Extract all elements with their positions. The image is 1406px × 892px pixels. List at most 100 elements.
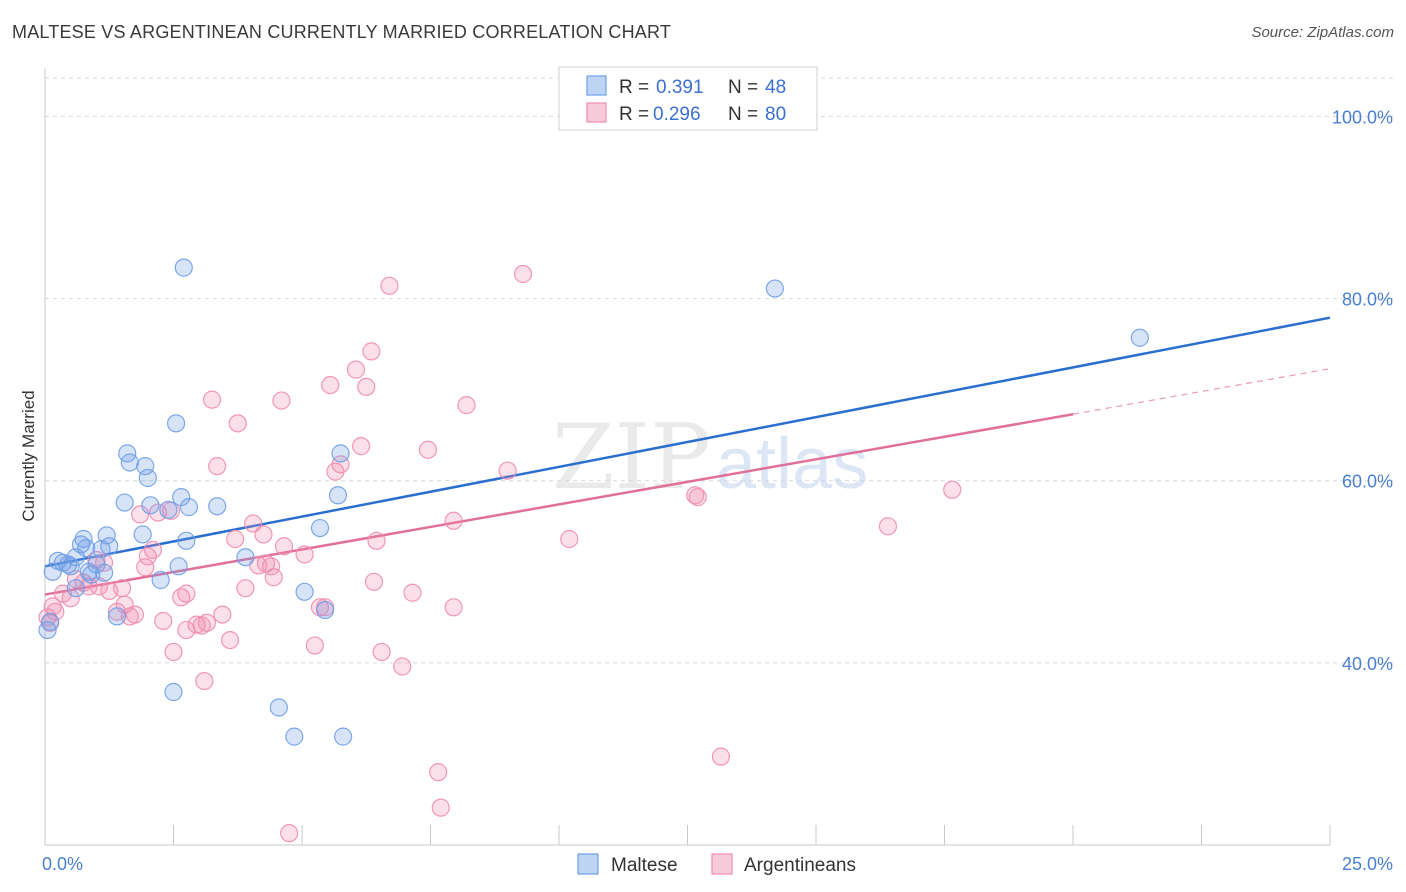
argentinean-point-58 (357, 377, 376, 397)
argentinean-point-5 (61, 589, 80, 608)
trend-lines (44, 316, 1331, 596)
argentinean-point-38 (228, 414, 247, 433)
source-credit: Source: ZipAtlas.com (1251, 24, 1394, 41)
maltese-point-12 (79, 562, 98, 581)
legend-r-label-argentinean: R = (619, 104, 649, 125)
argentinean-point-21 (143, 540, 163, 560)
axes (44, 68, 1331, 846)
maltese-point-46 (765, 279, 784, 298)
argentinean-point-78 (878, 517, 898, 536)
argentinean-point-68 (431, 798, 450, 817)
argentinean-point-62 (372, 642, 391, 662)
argentinean-point-67 (429, 763, 448, 782)
legend-r-label-maltese: R = (619, 77, 649, 98)
legend-n-value-maltese: 48 (765, 77, 786, 98)
argentinean-point-63 (380, 276, 399, 295)
legend-swatch-maltese (586, 75, 607, 96)
maltese-point-19 (107, 607, 127, 626)
maltese-point-26 (141, 496, 160, 515)
argentinean-point-73 (513, 264, 533, 284)
trend-line-argentinean-extension (1072, 368, 1331, 415)
x-tick-label-max: 25.0% (1342, 854, 1393, 874)
argentinean-point-60 (364, 572, 384, 591)
maltese-point-2 (43, 562, 62, 581)
trend-line-argentinean (44, 413, 1074, 596)
argentinean-point-50 (305, 636, 324, 655)
argentinean-point-70 (444, 598, 463, 617)
legend-n-value-argentinean: 80 (765, 104, 786, 125)
argentinean-point-18 (130, 505, 150, 524)
bottom-legend-label-argentinean: Argentineans (744, 855, 856, 876)
argentinean-point-34 (208, 457, 227, 476)
maltese-point-45 (334, 727, 353, 746)
y-tick-label-60: 60.0% (1342, 472, 1393, 492)
bottom-legend-swatch-maltese (577, 853, 599, 875)
argentinean-points (38, 264, 962, 843)
maltese-point-40 (295, 582, 314, 601)
maltese-point-35 (179, 498, 199, 517)
argentinean-point-39 (236, 579, 255, 598)
maltese-point-27 (151, 570, 170, 590)
argentinean-point-23 (154, 611, 173, 631)
bottom-legend-label-maltese: Maltese (611, 855, 678, 876)
bottom-legend: Maltese Argentineans (577, 853, 856, 876)
argentinean-point-3 (46, 602, 65, 621)
argentinean-point-51 (310, 598, 330, 617)
maltese-point-39 (285, 727, 304, 746)
argentinean-point-59 (362, 342, 381, 361)
legend-r-value-maltese: 0.391 (656, 77, 704, 98)
y-tick-label-40: 40.0% (1342, 654, 1393, 674)
maltese-point-34 (177, 531, 196, 550)
argentinean-point-57 (352, 437, 371, 456)
grid-lines (45, 77, 1395, 664)
tick-labels: 40.0% 60.0% 80.0% 100.0% 0.0% 25.0% (42, 107, 1393, 874)
maltese-point-44 (331, 444, 350, 463)
maltese-point-32 (172, 488, 191, 507)
argentinean-point-46 (272, 391, 291, 410)
maltese-point-5 (59, 555, 78, 574)
argentinean-point-35 (213, 605, 232, 624)
argentinean-point-43 (256, 554, 276, 573)
maltese-point-25 (138, 468, 157, 488)
maltese-point-31 (169, 557, 188, 576)
argentinean-point-66 (418, 440, 438, 459)
legend-r-value-argentinean: 0.296 (653, 104, 701, 125)
argentinean-point-56 (346, 360, 366, 379)
argentinean-point-76 (688, 488, 707, 507)
maltese-point-28 (159, 500, 178, 519)
argentinean-point-47 (274, 537, 294, 556)
maltese-point-22 (120, 453, 139, 472)
maltese-point-36 (208, 497, 227, 516)
argentinean-point-31 (197, 613, 217, 632)
argentinean-point-19 (136, 558, 155, 577)
argentinean-point-53 (321, 375, 340, 395)
maltese-point-8 (66, 579, 85, 598)
argentinean-point-44 (262, 557, 281, 576)
maltese-point-47 (1130, 328, 1149, 347)
argentinean-point-33 (202, 390, 222, 409)
argentinean-point-17 (125, 605, 145, 624)
maltese-point-24 (136, 457, 155, 476)
argentinean-point-48 (280, 824, 299, 843)
y-axis-label: Currently Married (19, 390, 38, 521)
argentinean-point-30 (192, 616, 211, 635)
argentinean-point-65 (403, 583, 422, 602)
x-tick-label-min: 0.0% (42, 854, 83, 874)
y-tick-label-100: 100.0% (1332, 107, 1393, 127)
maltese-point-33 (174, 258, 193, 277)
legend-swatch-argentinean (586, 102, 607, 123)
maltese-point-17 (97, 526, 116, 545)
maltese-point-6 (61, 557, 80, 576)
maltese-point-42 (316, 600, 335, 620)
maltese-points (38, 258, 1149, 746)
maltese-point-11 (77, 539, 96, 558)
maltese-point-30 (166, 414, 186, 433)
argentinean-point-77 (711, 747, 731, 766)
argentinean-point-32 (195, 671, 214, 691)
argentinean-point-27 (177, 584, 196, 603)
legend-box (558, 66, 818, 131)
argentinean-point-61 (367, 531, 386, 550)
maltese-point-18 (100, 537, 119, 556)
argentinean-point-36 (220, 630, 240, 650)
